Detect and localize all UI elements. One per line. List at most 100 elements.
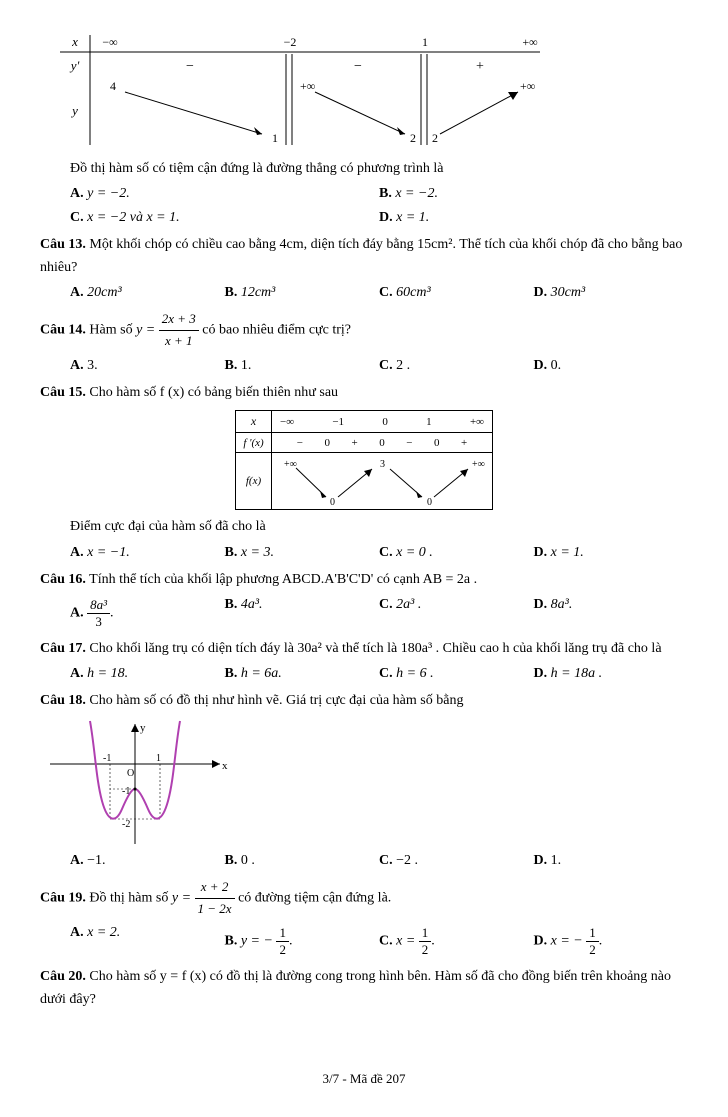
q16: Câu 16. Tính thể tích của khối lập phươn… — [40, 569, 688, 591]
q19-pre: Đồ thị hàm số — [89, 890, 171, 905]
q19-d-pre: x = − — [551, 934, 583, 949]
q16-text: Tính thể tích của khối lập phương ABCD.A… — [89, 572, 477, 587]
q14-post: có bao nhiêu điểm cực trị? — [202, 323, 351, 338]
q17-b: h = 6a. — [241, 666, 282, 681]
svg-text:+∞: +∞ — [300, 79, 315, 93]
q19: Câu 19. Đồ thị hàm số y = x + 2 1 − 2x c… — [40, 877, 688, 920]
q16-b: 4a³. — [241, 597, 263, 612]
q19-options: A. x = 2. B. y = − 12. C. x = 12. D. x =… — [70, 925, 688, 958]
q19-frac: x + 2 1 − 2x — [195, 877, 235, 920]
q18-text: Cho hàm số có đồ thị như hình vẽ. Giá tr… — [89, 693, 463, 708]
q16-label: Câu 16. — [40, 572, 86, 587]
q12-d: x = 1. — [396, 210, 429, 225]
q12-a: y = −2. — [87, 186, 130, 201]
q20-text: Cho hàm số y = f (x) có đồ thị là đường … — [40, 969, 671, 1006]
q13-options: A. 20cm³ B. 12cm³ C. 60cm³ D. 30cm³ — [70, 285, 688, 301]
q18-a: −1. — [87, 853, 105, 868]
q14-frac: 2x + 3 x + 1 — [159, 309, 199, 352]
svg-text:x: x — [71, 34, 78, 49]
q12-prompt: Đồ thị hàm số có tiệm cận đứng là đường … — [70, 158, 688, 180]
vartable1-svg: x −∞ −2 1 +∞ y' − − + y 4 1 +∞ 2 2 +∞ — [40, 30, 560, 150]
q15-d: x = 1. — [551, 545, 584, 560]
q14-c: 2 . — [396, 358, 410, 373]
svg-text:x: x — [222, 760, 228, 772]
q17-c: h = 6 . — [396, 666, 433, 681]
q18-label: Câu 18. — [40, 693, 86, 708]
q14: Câu 14. Hàm số y = 2x + 3 x + 1 có bao n… — [40, 309, 688, 352]
q12-c: x = −2 và x = 1. — [87, 210, 179, 225]
svg-text:1: 1 — [156, 753, 161, 764]
q18-options: A. −1. B. 0 . C. −2 . D. 1. — [70, 853, 688, 869]
q18-graph: x y O -1 1 -1 -2 — [40, 719, 688, 849]
svg-text:1: 1 — [422, 35, 428, 49]
q14-d: 0. — [551, 358, 562, 373]
q13-c: 60cm³ — [396, 285, 431, 300]
q13-d: 30cm³ — [551, 285, 586, 300]
q15-prompt: Điểm cực đại của hàm số đã cho là — [70, 516, 688, 538]
q18-c: −2 . — [396, 853, 418, 868]
q13-b: 12cm³ — [241, 285, 276, 300]
q19-label: Câu 19. — [40, 890, 86, 905]
q15-b: x = 3. — [241, 545, 274, 560]
q20: Câu 20. Cho hàm số y = f (x) có đồ thị l… — [40, 966, 688, 1011]
q14-options: A. 3. B. 1. C. 2 . D. 0. — [70, 358, 688, 374]
q17-label: Câu 17. — [40, 641, 86, 656]
q18: Câu 18. Cho hàm số có đồ thị như hình vẽ… — [40, 690, 688, 712]
q13-text: Một khối chóp có chiều cao bằng 4cm, diệ… — [40, 237, 682, 274]
q14-label: Câu 14. — [40, 323, 86, 338]
q12-options-2: C. x = −2 và x = 1. D. x = 1. — [70, 210, 688, 226]
q13: Câu 13. Một khối chóp có chiều cao bằng … — [40, 234, 688, 279]
q15-label: Câu 15. — [40, 385, 86, 400]
q17-options: A. h = 18. B. h = 6a. C. h = 6 . D. h = … — [70, 666, 688, 682]
q15-c: x = 0 . — [396, 545, 433, 560]
svg-text:+∞: +∞ — [284, 459, 297, 470]
q20-label: Câu 20. — [40, 969, 86, 984]
svg-text:+: + — [476, 59, 484, 74]
svg-text:+∞: +∞ — [472, 459, 485, 470]
svg-text:-2: -2 — [122, 819, 130, 830]
svg-text:−∞: −∞ — [102, 35, 117, 49]
q17-d: h = 18a . — [551, 666, 602, 681]
svg-text:2: 2 — [410, 131, 416, 145]
q15: Câu 15. Cho hàm số f (x) có bảng biến th… — [40, 382, 688, 404]
svg-text:y: y — [140, 722, 146, 734]
svg-text:+∞: +∞ — [522, 35, 537, 49]
svg-text:0: 0 — [427, 497, 432, 508]
svg-text:−: − — [354, 59, 362, 74]
q17-text: Cho khối lăng trụ có diện tích đáy là 30… — [89, 641, 661, 656]
svg-text:+∞: +∞ — [520, 79, 535, 93]
q15-a: x = −1. — [87, 545, 130, 560]
q16-options: A. 8a³ 3 . B. 4a³. C. 2a³ . D. 8a³. — [70, 597, 688, 630]
q19-a: x = 2. — [87, 925, 120, 940]
svg-text:-1: -1 — [103, 753, 111, 764]
q15-text: Cho hàm số f (x) có bảng biến thiên như … — [89, 385, 338, 400]
svg-text:O: O — [127, 768, 134, 779]
q17: Câu 17. Cho khối lăng trụ có diện tích đ… — [40, 638, 688, 660]
q16-a-frac: 8a³ 3 — [87, 597, 110, 630]
svg-text:1: 1 — [272, 131, 278, 145]
q15-options: A. x = −1. B. x = 3. C. x = 0 . D. x = 1… — [70, 545, 688, 561]
q12-options: A. y = −2. B. x = −2. — [70, 186, 688, 202]
q19-c-pre: x = — [396, 934, 419, 949]
q14-a: 3. — [87, 358, 98, 373]
q19-b-pre: y = − — [241, 934, 273, 949]
variation-table-1: x −∞ −2 1 +∞ y' − − + y 4 1 +∞ 2 2 +∞ — [40, 30, 688, 150]
q12-b: x = −2. — [395, 186, 438, 201]
q14-pre: Hàm số — [89, 323, 136, 338]
svg-text:−: − — [186, 59, 194, 74]
svg-text:2: 2 — [432, 131, 438, 145]
q16-d: 8a³. — [551, 597, 573, 612]
svg-text:0: 0 — [330, 497, 335, 508]
svg-text:y': y' — [69, 58, 80, 73]
q13-a: 20cm³ — [87, 285, 122, 300]
svg-text:4: 4 — [110, 79, 116, 93]
q19-post: có đường tiệm cận đứng là. — [238, 890, 391, 905]
q14-b: 1. — [241, 358, 252, 373]
q18-d: 1. — [551, 853, 562, 868]
svg-text:y: y — [70, 103, 78, 118]
page-footer: 3/7 - Mã đề 207 — [40, 1071, 688, 1087]
svg-text:−2: −2 — [284, 35, 297, 49]
q15-table: x −∞ −1 0 1 +∞ f '(x) − 0 + 0 − 0 + — [235, 410, 493, 510]
q18-b: 0 . — [241, 853, 255, 868]
q13-label: Câu 13. — [40, 237, 86, 252]
